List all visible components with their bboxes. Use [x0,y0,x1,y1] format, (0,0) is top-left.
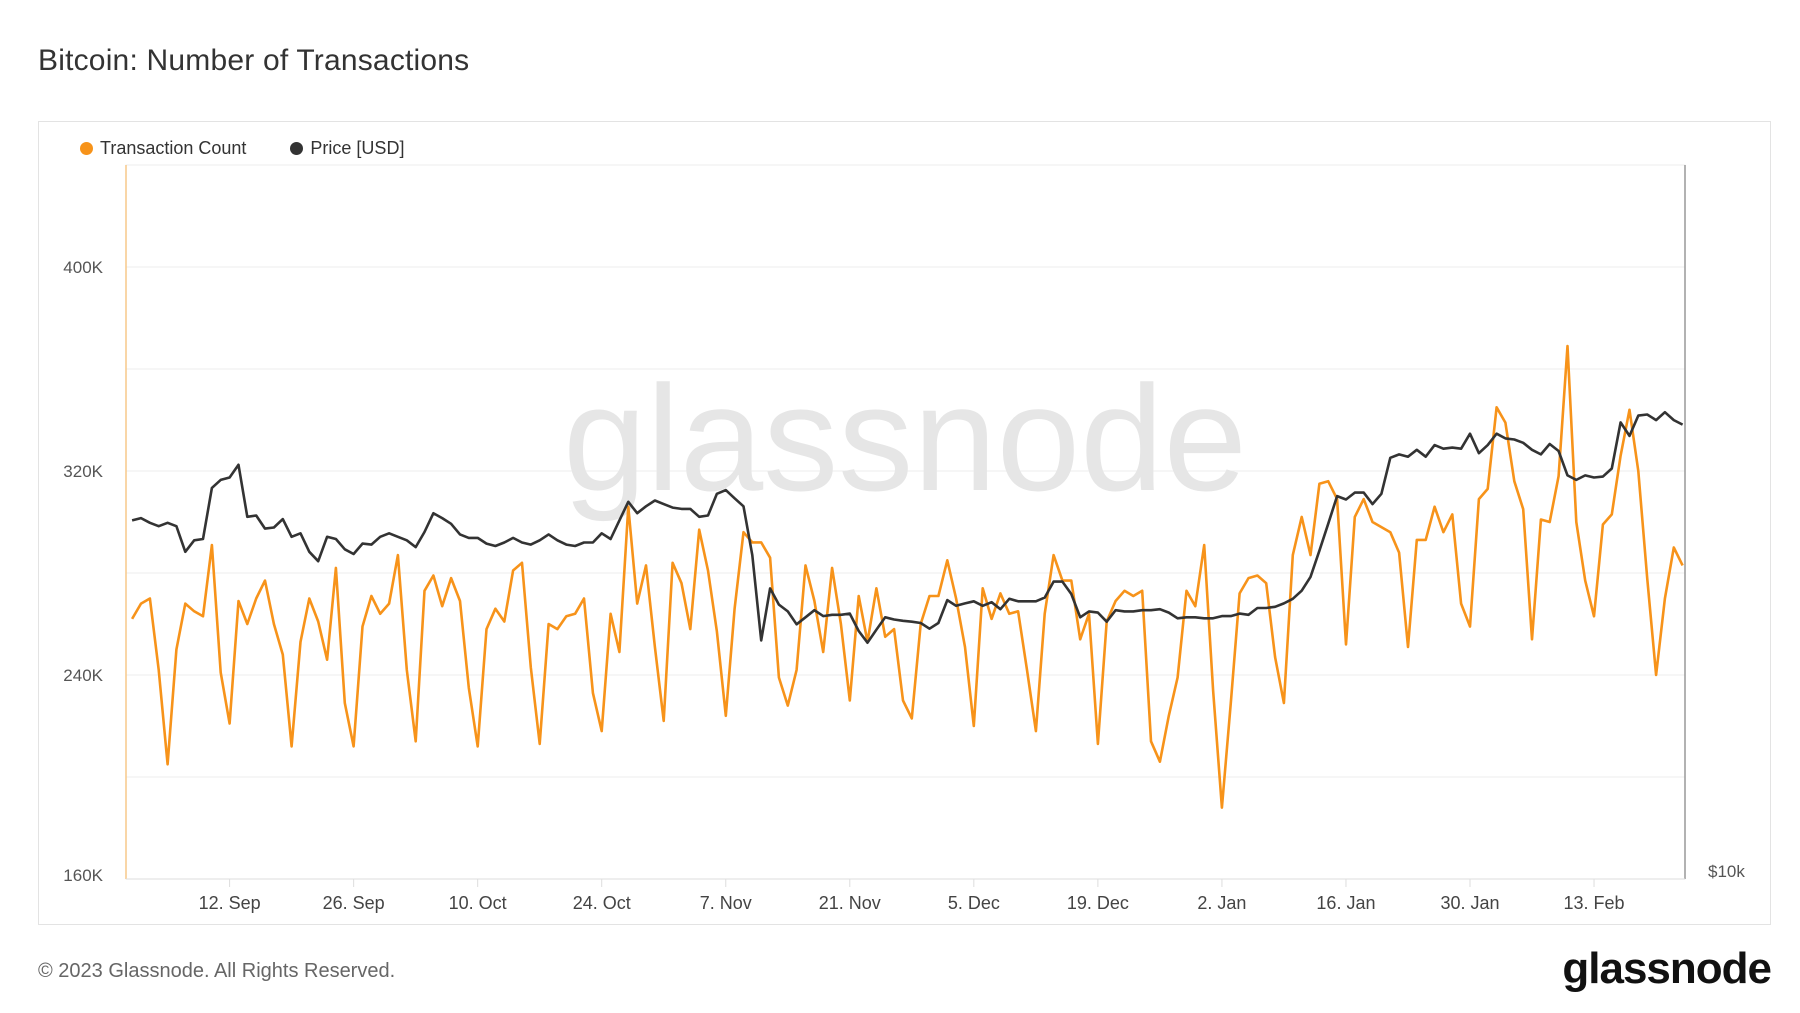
glassnode-logo: glassnode [1562,944,1772,993]
x-tick-label: 10. Oct [449,893,507,913]
x-tick-label: 24. Oct [573,893,631,913]
x-tick-label: 19. Dec [1067,893,1129,913]
price-line [131,410,1684,645]
watermark: glassnode [563,354,1247,522]
orange-dot-icon [80,142,93,155]
x-tick-label: 2. Jan [1197,893,1246,913]
legend-label: Price [USD] [310,138,405,158]
y2-tick-label: $10k [1708,862,1745,881]
x-tick-label: 13. Feb [1564,893,1625,913]
copyright: © 2023 Glassnode. All Rights Reserved. [38,960,396,982]
y-tick-label: 160K [63,866,103,885]
x-tick-label: 7. Nov [700,893,752,913]
y-tick-label: 400K [63,258,103,277]
chart-container [38,121,1771,925]
legend: Transaction Count Price [USD] [80,138,404,159]
x-tick-label: 30. Jan [1440,893,1499,913]
chart-title: Bitcoin: Number of Transactions [38,44,470,77]
dark-dot-icon [290,142,304,155]
x-tick-label: 5. Dec [948,893,1000,913]
x-tick-label: 21. Nov [819,893,881,913]
legend-label: Transaction Count [100,138,247,158]
y-tick-label: 240K [63,666,103,685]
x-tick-label: 16. Jan [1316,893,1375,913]
plot-border [125,164,1686,880]
y-tick-label: 320K [63,462,103,481]
legend-item-transaction-count[interactable]: Transaction Count [80,138,246,159]
transaction-count-line [130,344,1684,809]
x-tick-label: 26. Sep [323,893,385,913]
legend-item-price[interactable]: Price [USD] [290,138,404,159]
x-tick-label: 12. Sep [199,893,261,913]
